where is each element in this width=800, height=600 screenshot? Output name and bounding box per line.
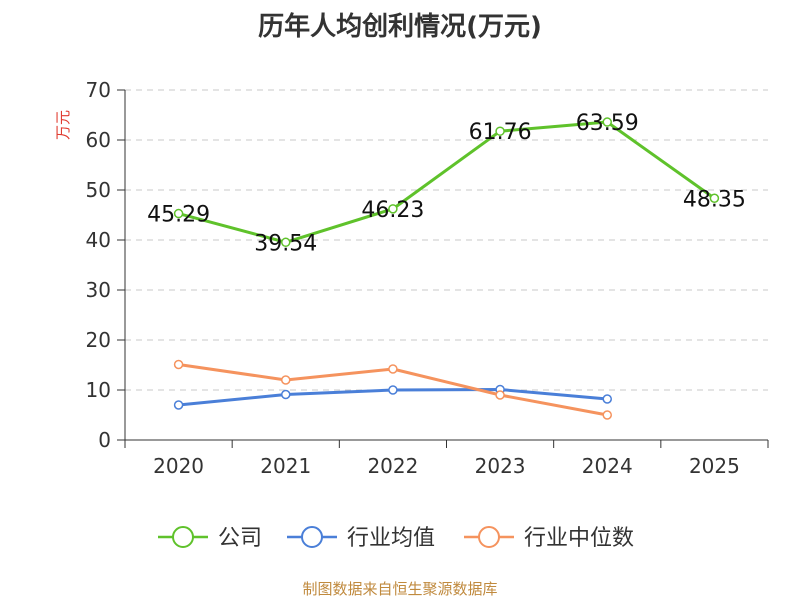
y-tick-label: 0 [98, 428, 111, 452]
x-tick-label: 2022 [367, 454, 418, 478]
x-tick-label: 2025 [689, 454, 740, 478]
data-point [602, 410, 612, 420]
legend-label: 行业均值 [347, 526, 435, 551]
series-line-0 [178, 120, 716, 244]
data-label: 48.35 [683, 187, 746, 212]
y-tick-label: 30 [86, 278, 111, 302]
data-point [602, 117, 612, 127]
data-label: 39.54 [254, 231, 317, 256]
data-label: 45.29 [147, 203, 210, 228]
legend-label: 公司 [218, 526, 262, 551]
data-label: 46.23 [361, 198, 424, 223]
y-tick-label: 40 [86, 228, 111, 252]
data-point [602, 394, 612, 404]
data-label: 61.76 [469, 120, 532, 145]
data-point [495, 126, 505, 136]
y-tick-label: 60 [86, 128, 111, 152]
data-point [281, 375, 291, 385]
y-tick-label: 20 [86, 328, 111, 352]
y-tick-label: 70 [86, 78, 111, 102]
source-footer: 制图数据来自恒生聚源数据库 [302, 580, 498, 598]
data-point [281, 389, 291, 400]
data-point [495, 390, 505, 400]
data-point [388, 364, 398, 374]
chart-title: 历年人均创利情况(万元) [258, 12, 542, 42]
x-tick-label: 2021 [260, 454, 311, 478]
data-label: 63.59 [576, 111, 639, 136]
legend-marker [478, 526, 500, 548]
legend-label: 行业中位数 [524, 526, 634, 551]
y-tick-label: 10 [86, 378, 111, 402]
x-tick-label: 2020 [153, 454, 204, 478]
legend-marker [301, 526, 323, 548]
x-tick-label: 2023 [475, 454, 526, 478]
y-axis-label: 万元 [54, 110, 72, 140]
y-tick-label: 50 [86, 178, 111, 202]
data-point [173, 208, 184, 219]
data-point [709, 193, 720, 203]
legend-marker [172, 526, 194, 548]
data-point [388, 204, 398, 214]
data-point [173, 400, 184, 410]
x-tick-label: 2024 [582, 454, 633, 478]
data-point [281, 237, 291, 248]
data-point [388, 385, 398, 395]
data-point [173, 359, 184, 370]
